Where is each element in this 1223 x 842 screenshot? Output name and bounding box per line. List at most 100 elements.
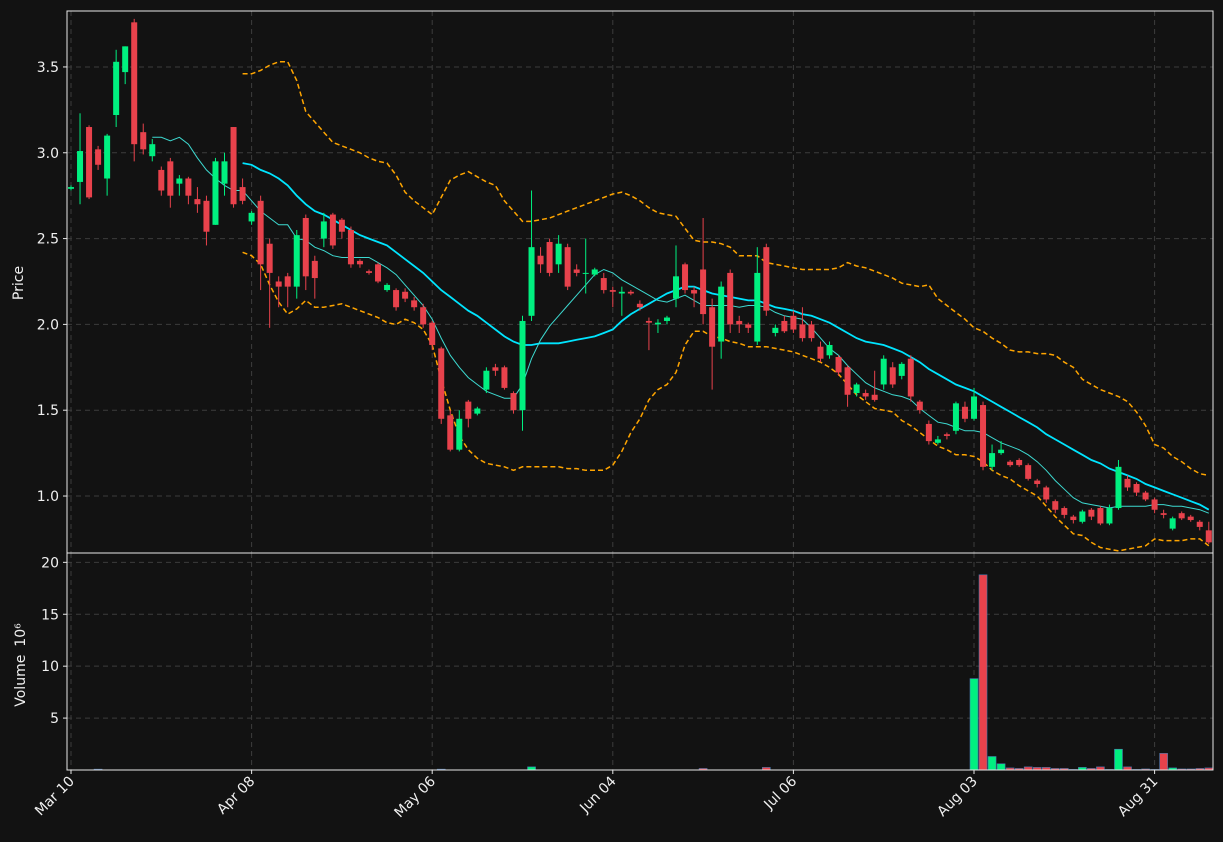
candle-body [411,300,418,308]
candle-body [1151,499,1158,510]
candle-body [916,401,923,411]
candle-body [501,367,508,388]
candle-body [1178,513,1185,519]
candle-body [456,418,463,450]
candle-body [393,290,400,308]
candle-body [573,269,580,273]
candle-body [221,161,228,184]
candle-body [1052,501,1059,510]
candle-body [853,384,860,394]
volume-tick-label: 20 [41,555,59,571]
volume-axis-label: Volume 10⁶ [13,623,29,707]
candle-body [104,135,111,179]
candle-body [1133,484,1140,493]
candle-body [745,324,752,328]
candle-body [510,393,517,411]
candle-body [700,269,707,315]
candle-body [835,357,842,373]
candle-body [438,348,445,419]
candle-body [934,439,941,443]
candle-body [528,247,535,316]
candle-body [537,255,544,265]
candle-body [961,406,968,419]
candle-body [113,61,120,116]
candle-body [826,344,833,356]
candle-body [86,127,93,198]
candle-body [230,127,237,205]
overlay-line [242,162,1210,511]
overlay-line [152,136,1209,514]
volume-bar [987,756,997,771]
candle-body [1106,508,1113,524]
candle-body [980,405,987,467]
candle-body [257,200,264,265]
candle-body [663,317,670,321]
candle-body [1160,513,1167,515]
candle-body [167,161,174,196]
y-tick-label: 2.5 [37,232,59,248]
candle-body [627,291,634,294]
candle-body [817,346,824,359]
candle-body [898,363,905,376]
candle-body [862,393,869,397]
candle-body [781,320,788,332]
candle-body [176,178,183,184]
candle-body [293,235,300,287]
candle-body [682,264,689,291]
candle-body [763,247,770,311]
candle-body [375,264,382,282]
volume-scale: 10⁶ [13,623,29,647]
candle-body [1142,492,1149,500]
candle-body [925,423,932,442]
candle-body [736,320,743,325]
candle-body [673,276,680,299]
candle-body [582,272,589,274]
candle-body [1097,508,1104,524]
candle-body [709,307,716,347]
candle-body [248,212,255,222]
candle-body [871,394,878,400]
candle-body [68,187,74,189]
overlay-line [242,251,1210,552]
candle-body [1079,511,1086,522]
candle-body [140,132,147,150]
candle-body [1115,466,1122,509]
volume-bar [969,678,979,771]
candle-body [474,408,481,414]
candle-body [429,322,436,345]
candle-body [844,367,851,395]
candle-body [889,367,896,385]
candle-body [447,415,454,450]
candle-body [356,260,363,265]
y-tick-label: 1.0 [37,489,59,505]
candle-body [95,149,102,165]
candle-body [519,320,526,411]
candle-body [1034,480,1041,485]
volume-bar [978,574,988,771]
candle-body [907,358,914,397]
candle-body [347,229,354,265]
candle-body [465,401,472,419]
candle-body [194,199,201,205]
candles [68,18,1212,545]
candle-body [302,217,309,277]
candle-body [691,290,698,294]
candle-body [727,272,734,325]
volume-bar [1159,753,1168,771]
candle-body [158,169,165,191]
candle-body [1007,461,1014,466]
volume-label: Volume [13,655,29,707]
candle-body [591,269,598,275]
volume-tick-label: 10 [41,659,59,675]
y-axis-label: Price [11,266,27,300]
candle-body [718,286,725,342]
y-tick-label: 3.5 [37,60,59,76]
y-tick-label: 3.0 [37,146,59,162]
volume-bar [996,763,1006,771]
candle-body [1043,487,1050,500]
candle-body [1016,459,1023,466]
overlay-lines [152,61,1210,552]
candle-body [754,272,761,342]
candle-body [943,434,950,436]
